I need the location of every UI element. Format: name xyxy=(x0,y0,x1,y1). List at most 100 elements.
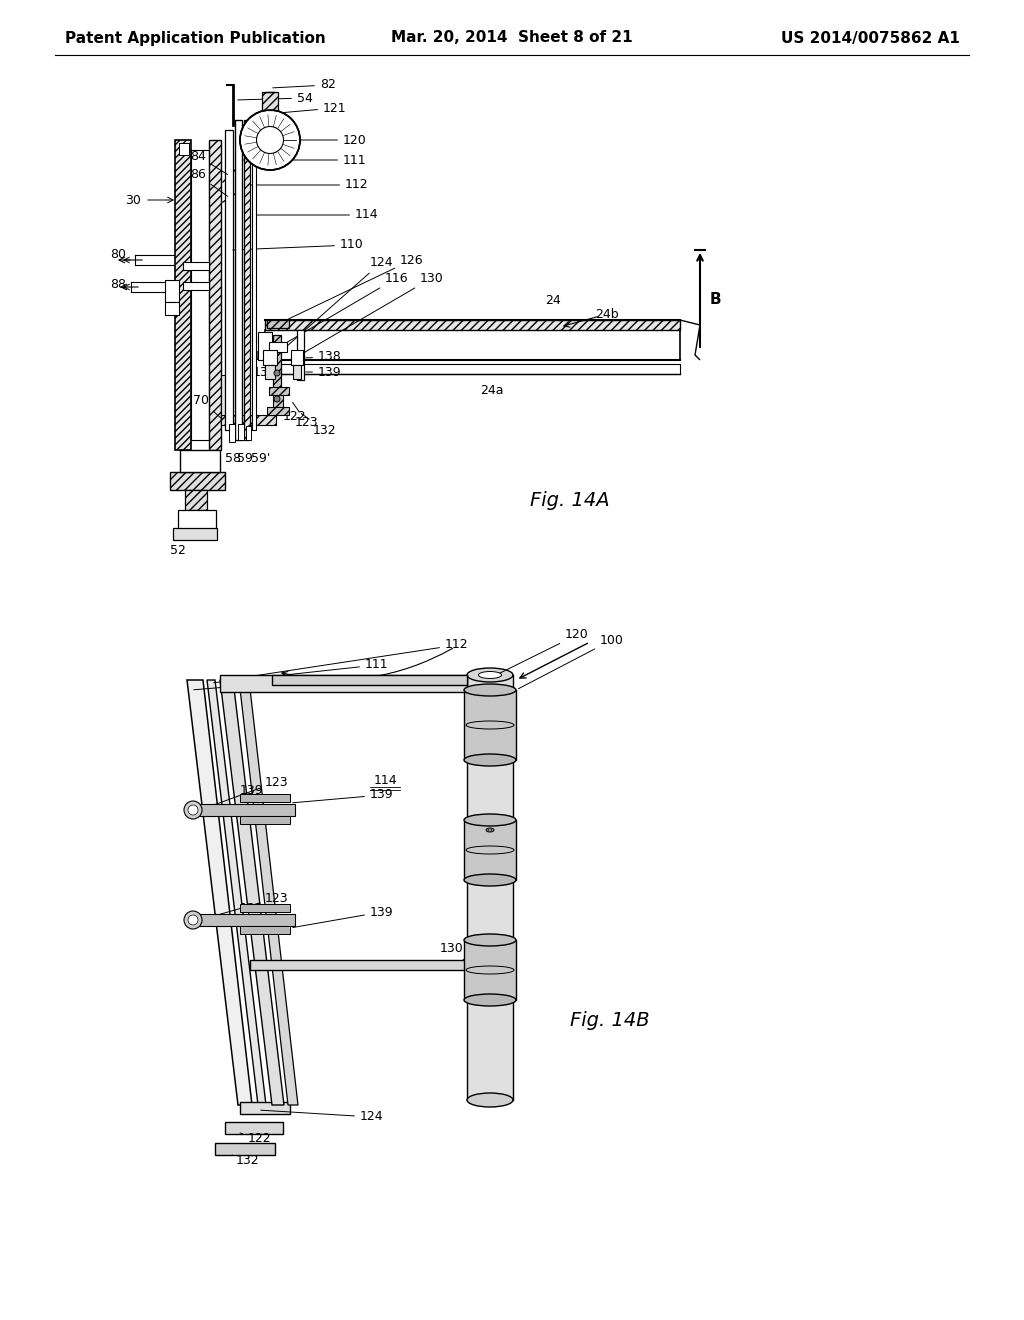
Text: 124: 124 xyxy=(280,256,393,354)
Polygon shape xyxy=(240,1102,290,1114)
Bar xyxy=(258,333,272,360)
Bar xyxy=(265,319,680,330)
Circle shape xyxy=(184,911,202,929)
Text: 138: 138 xyxy=(306,351,342,363)
Polygon shape xyxy=(240,816,290,824)
Text: 139: 139 xyxy=(293,788,393,803)
Text: 120: 120 xyxy=(298,133,367,147)
Bar xyxy=(273,335,281,389)
Circle shape xyxy=(274,396,280,403)
Bar xyxy=(267,319,289,327)
Text: 111: 111 xyxy=(241,153,367,166)
Bar xyxy=(238,424,244,440)
Bar xyxy=(265,366,275,379)
Text: 110: 110 xyxy=(194,673,324,690)
Text: US 2014/0075862 A1: US 2014/0075862 A1 xyxy=(781,30,961,45)
Text: 134: 134 xyxy=(253,351,276,363)
Text: 59: 59 xyxy=(237,451,253,465)
Ellipse shape xyxy=(464,994,516,1006)
Bar xyxy=(178,510,216,531)
Text: 52: 52 xyxy=(170,544,186,557)
Ellipse shape xyxy=(464,874,516,886)
Text: 59': 59' xyxy=(251,451,270,465)
Text: 24b: 24b xyxy=(595,308,618,321)
Bar xyxy=(221,414,276,425)
Text: 130: 130 xyxy=(302,272,443,354)
Ellipse shape xyxy=(488,829,492,832)
Text: 122: 122 xyxy=(279,411,306,424)
Text: 139: 139 xyxy=(240,902,263,915)
Text: 114: 114 xyxy=(373,774,397,787)
Polygon shape xyxy=(240,927,290,935)
Text: 24a: 24a xyxy=(480,384,504,396)
Text: 123: 123 xyxy=(203,891,289,919)
Bar xyxy=(293,366,301,379)
Polygon shape xyxy=(187,680,252,1105)
Text: 70: 70 xyxy=(193,393,221,418)
Polygon shape xyxy=(187,804,295,816)
Polygon shape xyxy=(250,960,474,970)
Text: Mar. 20, 2014  Sheet 8 of 21: Mar. 20, 2014 Sheet 8 of 21 xyxy=(391,30,633,45)
Text: 111: 111 xyxy=(214,659,389,682)
Bar xyxy=(165,280,179,302)
Bar xyxy=(191,150,209,440)
Polygon shape xyxy=(187,913,295,927)
Text: 110: 110 xyxy=(232,239,364,252)
Ellipse shape xyxy=(486,828,494,832)
Circle shape xyxy=(240,110,300,170)
Polygon shape xyxy=(215,1143,275,1155)
Bar xyxy=(297,330,304,380)
Text: 139: 139 xyxy=(306,366,342,379)
Circle shape xyxy=(274,370,280,376)
Polygon shape xyxy=(207,680,266,1105)
Ellipse shape xyxy=(464,935,516,946)
Text: 86: 86 xyxy=(190,169,227,197)
Polygon shape xyxy=(239,680,298,1105)
Bar xyxy=(263,350,278,366)
Bar xyxy=(467,675,513,1100)
Polygon shape xyxy=(225,1122,283,1134)
Text: 114: 114 xyxy=(257,209,379,222)
Bar xyxy=(165,302,179,315)
Bar xyxy=(267,407,289,414)
Bar xyxy=(464,940,516,1001)
Bar xyxy=(273,395,283,409)
Ellipse shape xyxy=(464,684,516,696)
Bar xyxy=(246,426,251,440)
Text: 132: 132 xyxy=(232,1155,260,1167)
Text: 124: 124 xyxy=(261,1110,384,1123)
Bar xyxy=(183,261,209,271)
Ellipse shape xyxy=(467,668,513,682)
Bar xyxy=(262,92,278,110)
Bar xyxy=(291,350,303,366)
Text: Patent Application Publication: Patent Application Publication xyxy=(65,30,326,45)
Ellipse shape xyxy=(467,1093,513,1107)
Polygon shape xyxy=(240,904,290,912)
Circle shape xyxy=(188,915,198,925)
Bar xyxy=(173,528,217,540)
Text: B: B xyxy=(710,293,722,308)
Circle shape xyxy=(188,805,198,814)
Bar xyxy=(234,120,242,440)
Text: 126: 126 xyxy=(281,253,424,323)
Bar xyxy=(229,424,234,442)
Polygon shape xyxy=(272,675,467,685)
Text: 120: 120 xyxy=(495,628,589,676)
Circle shape xyxy=(256,127,284,153)
Bar xyxy=(183,282,209,290)
Text: 122: 122 xyxy=(240,1133,271,1146)
Text: 139: 139 xyxy=(293,906,393,928)
Text: 58: 58 xyxy=(225,451,241,465)
Polygon shape xyxy=(220,680,284,1105)
Text: 139: 139 xyxy=(240,784,263,803)
Polygon shape xyxy=(220,675,467,692)
Polygon shape xyxy=(240,795,290,803)
Bar xyxy=(252,129,256,430)
Ellipse shape xyxy=(464,754,516,766)
Bar xyxy=(269,342,287,352)
Text: 123: 123 xyxy=(203,776,289,809)
Text: Fig. 14B: Fig. 14B xyxy=(570,1011,650,1030)
Text: 132: 132 xyxy=(301,413,337,437)
Ellipse shape xyxy=(464,814,516,826)
Text: 112: 112 xyxy=(249,178,369,191)
